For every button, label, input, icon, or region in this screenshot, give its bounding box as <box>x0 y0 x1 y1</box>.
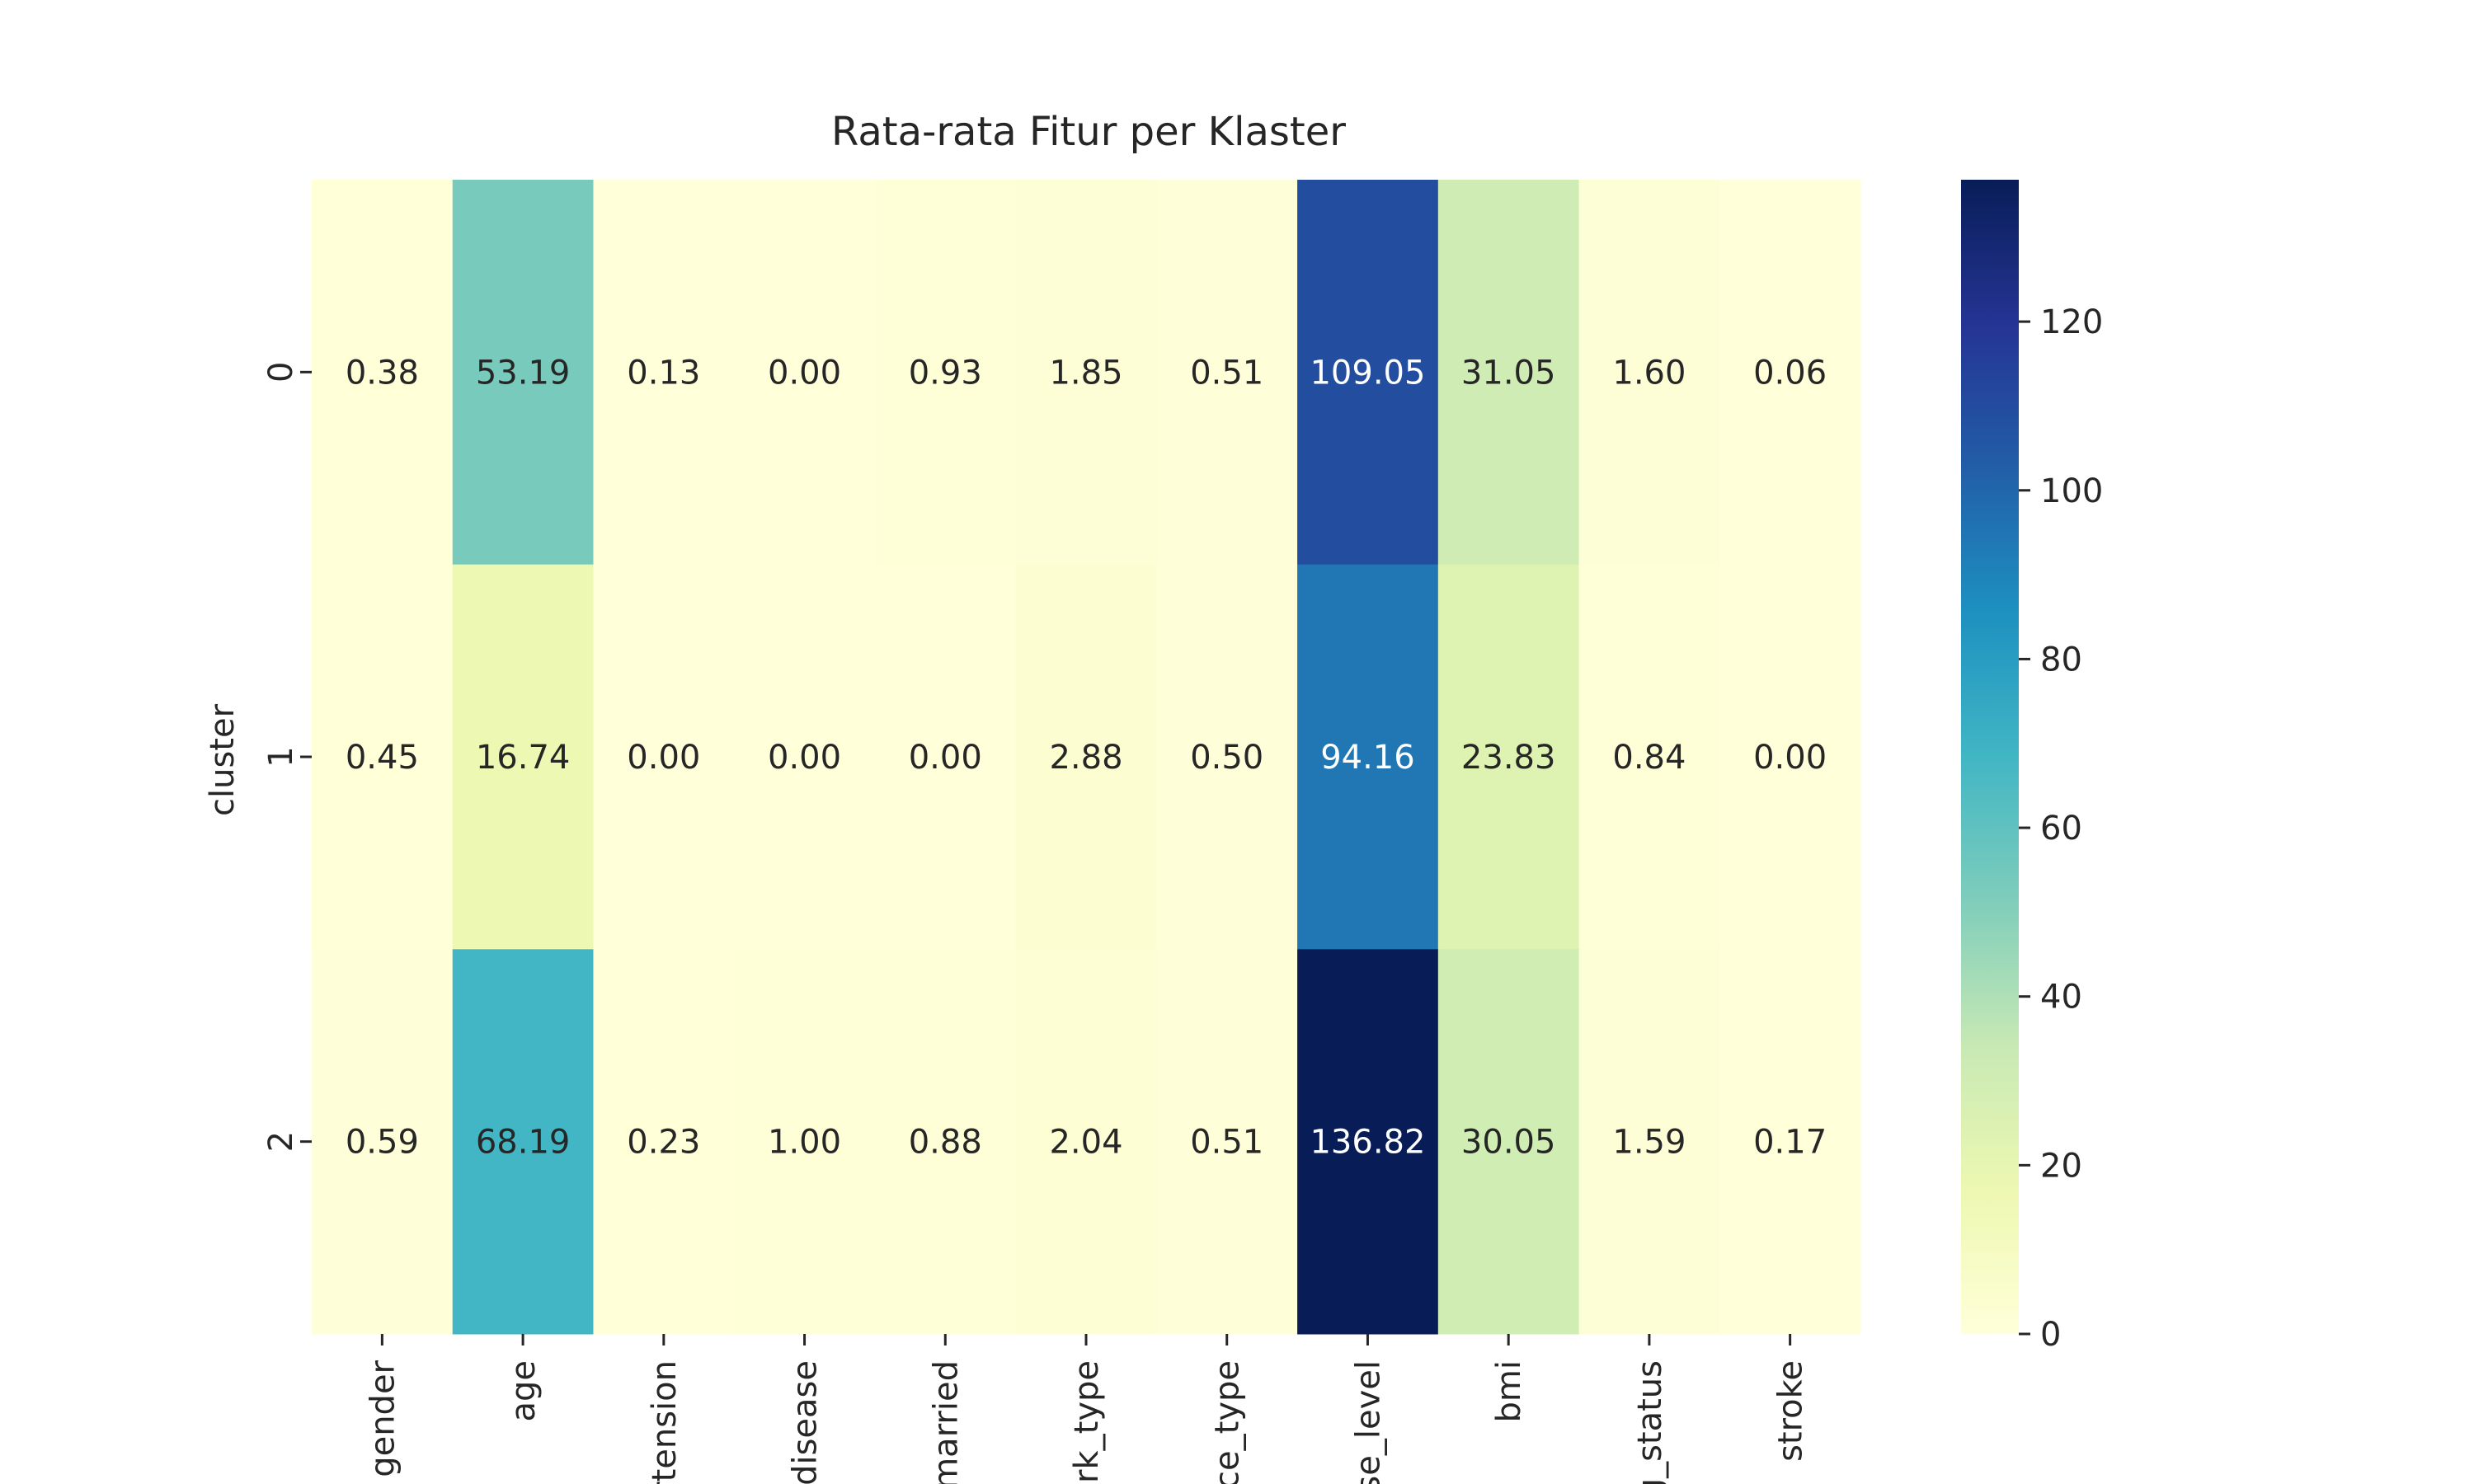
heatmap-cell <box>1156 564 1298 950</box>
cell-value-label: 2.04 <box>1049 1124 1122 1162</box>
heatmap-cell <box>1297 564 1439 950</box>
colorbar-tick-label: 120 <box>2040 303 2103 341</box>
heatmap-cell <box>1156 949 1298 1335</box>
x-tick-label: stroke <box>1772 1360 1810 1462</box>
x-tick-label: g_status <box>1631 1360 1669 1484</box>
heatmap-cell <box>1578 180 1720 566</box>
x-tick-label: age <box>505 1360 543 1422</box>
cell-value-label: 0.00 <box>909 739 982 777</box>
colorbar-tick-label: 80 <box>2040 641 2082 679</box>
cell-value-label: 2.88 <box>1049 739 1122 777</box>
heatmap-cell <box>1015 949 1157 1335</box>
x-tick-label: rtension <box>646 1360 684 1484</box>
colorbar: 0 20 40 60 80 100 120 <box>1961 180 2103 1354</box>
colorbar-tick-label: 40 <box>2040 979 2082 1017</box>
heatmap-cells <box>312 180 1861 1335</box>
heatmap-cell <box>593 180 735 566</box>
colorbar-tick-label: 20 <box>2040 1147 2082 1185</box>
cell-value-label: 0.84 <box>1612 739 1686 777</box>
heatmap-cell <box>452 949 594 1335</box>
x-tick-label: gender <box>364 1360 402 1477</box>
heatmap-cell <box>874 180 1017 566</box>
x-tick-label: bmi <box>1490 1360 1528 1422</box>
heatmap-cell <box>1437 949 1580 1335</box>
heatmap-cell <box>1719 949 1861 1335</box>
heatmap-cell <box>312 180 454 566</box>
cell-value-label: 0.88 <box>909 1124 982 1162</box>
heatmap-cell <box>874 564 1017 950</box>
colorbar-gradient <box>1961 180 2019 1334</box>
cell-value-label: 1.00 <box>768 1124 841 1162</box>
heatmap-cell <box>452 180 594 566</box>
y-tick-label: 0 <box>262 362 300 383</box>
cell-value-label: 0.45 <box>346 739 419 777</box>
heatmap-cell <box>1297 180 1439 566</box>
x-tick-label: ork_type <box>1068 1360 1106 1484</box>
cell-value-label: 0.00 <box>768 739 841 777</box>
heatmap-cell <box>593 949 735 1335</box>
cell-value-label: 0.59 <box>346 1124 419 1162</box>
x-axis-ticks: gender age rtension disease married ork_type c… <box>364 1334 1810 1484</box>
heatmap-cell <box>734 180 876 566</box>
cell-value-label: 31.05 <box>1461 354 1556 392</box>
y-axis-label: cluster <box>204 703 242 816</box>
heatmap-cell <box>1719 564 1861 950</box>
cell-value-label: 1.85 <box>1049 354 1122 392</box>
x-tick-label: married <box>927 1360 965 1484</box>
cell-value-label: 136.82 <box>1310 1124 1425 1162</box>
cell-value-label: 30.05 <box>1461 1124 1556 1162</box>
x-tick-label: se_level <box>1349 1360 1387 1484</box>
heatmap-cell <box>874 949 1017 1335</box>
y-axis-ticks: 0 1 2 <box>262 362 312 1152</box>
cell-value-label: 0.23 <box>627 1124 700 1162</box>
chart-title: Rata-rata Fitur per Klaster <box>831 109 1346 155</box>
heatmap-cell <box>1578 564 1720 950</box>
heatmap-cell <box>593 564 735 950</box>
cell-value-label: 0.50 <box>1190 739 1263 777</box>
cell-value-label: 0.93 <box>909 354 982 392</box>
heatmap-cell <box>734 949 876 1335</box>
cell-value-label: 0.00 <box>627 739 700 777</box>
heatmap-cell <box>312 949 454 1335</box>
heatmap-cell-labels: 0.38 53.19 0.13 0.00 0.93 1.85 0.51 109.05 31.05… <box>346 354 1827 1161</box>
cell-value-label: 1.59 <box>1612 1124 1686 1162</box>
y-tick-label: 2 <box>262 1131 300 1152</box>
cell-value-label: 0.06 <box>1753 354 1827 392</box>
cell-value-label: 0.00 <box>1753 739 1827 777</box>
cell-value-label: 109.05 <box>1310 354 1425 392</box>
heatmap-cell <box>1578 949 1720 1335</box>
heatmap-cell <box>452 564 594 950</box>
cell-value-label: 0.17 <box>1753 1124 1827 1162</box>
cell-value-label: 16.74 <box>476 739 571 777</box>
heatmap-cell <box>1015 180 1157 566</box>
cell-value-label: 1.60 <box>1612 354 1686 392</box>
heatmap-cell <box>1156 180 1298 566</box>
heatmap-cell <box>1015 564 1157 950</box>
heatmap-cell <box>1719 180 1861 566</box>
heatmap-cell <box>734 564 876 950</box>
cell-value-label: 0.00 <box>768 354 841 392</box>
cell-value-label: 53.19 <box>476 354 571 392</box>
heatmap-cell <box>1437 564 1580 950</box>
cell-value-label: 0.38 <box>346 354 419 392</box>
y-tick-label: 1 <box>262 746 300 767</box>
x-tick-label: ce_type <box>1209 1360 1247 1484</box>
colorbar-tick-label: 60 <box>2040 810 2082 848</box>
heatmap-cell <box>1437 180 1580 566</box>
cell-value-label: 0.51 <box>1190 1124 1263 1162</box>
cell-value-label: 23.83 <box>1461 739 1556 777</box>
cell-value-label: 0.51 <box>1190 354 1263 392</box>
colorbar-tick-label: 100 <box>2040 472 2103 510</box>
colorbar-tick-label: 0 <box>2040 1316 2061 1354</box>
heatmap-cell <box>312 564 454 950</box>
cell-value-label: 68.19 <box>476 1124 571 1162</box>
cell-value-label: 94.16 <box>1320 739 1415 777</box>
x-tick-label: disease <box>787 1360 825 1484</box>
cell-value-label: 0.13 <box>627 354 700 392</box>
heatmap-cell <box>1297 949 1439 1335</box>
